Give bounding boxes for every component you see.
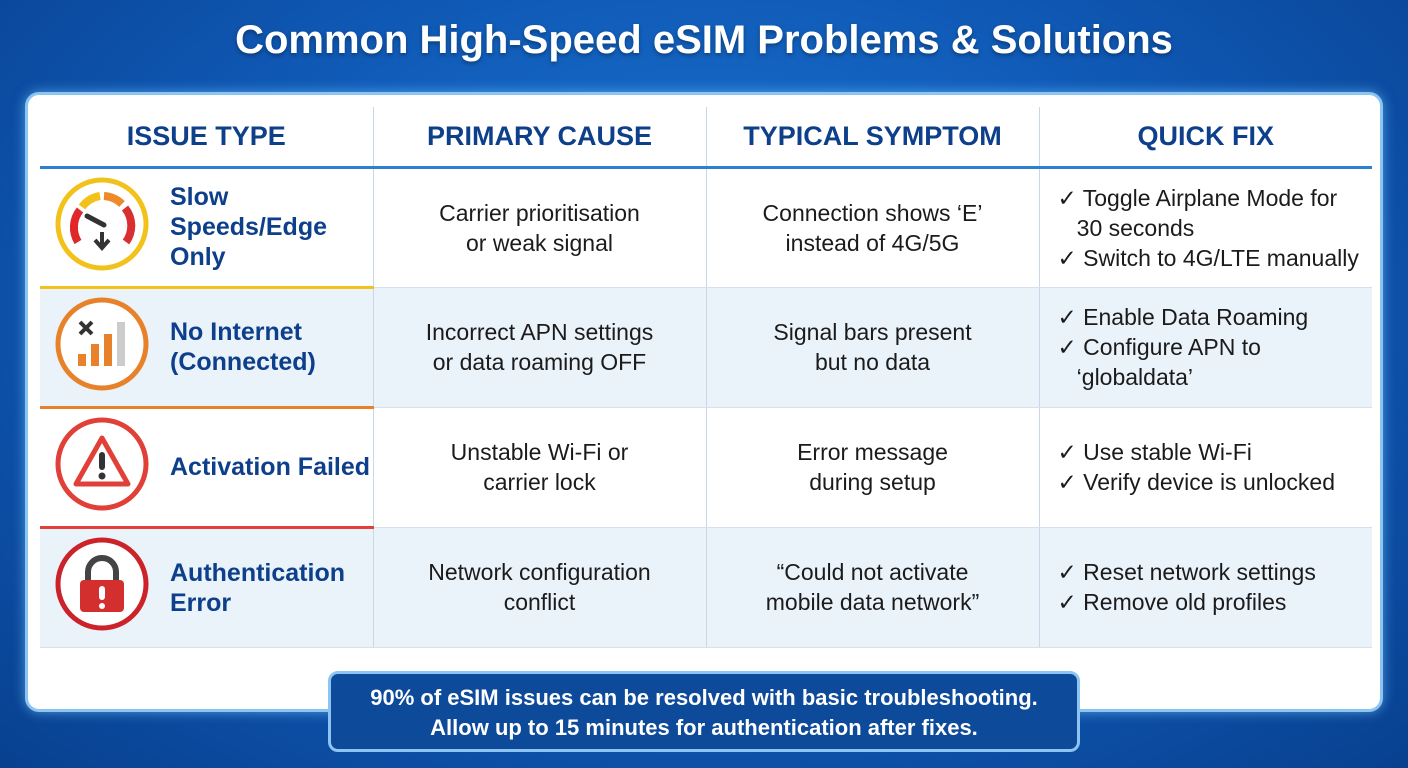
cause-line: Incorrect APN settings [425, 319, 654, 345]
problems-table-card: ISSUE TYPE PRIMARY CAUSE TYPICAL SYMPTOM… [25, 92, 1383, 712]
page-title: Common High-Speed eSIM Problems & Soluti… [235, 18, 1173, 62]
footer-note: 90% of eSIM issues can be resolved with … [328, 671, 1080, 752]
cause-line: or weak signal [465, 229, 614, 256]
fix-line: ✓ Reset network settings [1057, 559, 1316, 585]
fix-line: ✓ Configure APN to [1057, 334, 1261, 360]
cause-cell: Network configuration conflict [372, 527, 706, 648]
cause-line: Unstable Wi-Fi or [450, 439, 629, 465]
fix-line: 30 seconds [1057, 214, 1195, 241]
cause-line: Network configuration [428, 559, 651, 585]
cause-line: carrier lock [483, 469, 596, 495]
footer-line: 90% of eSIM issues can be resolved with … [370, 685, 1038, 710]
cause-line: conflict [503, 589, 576, 615]
issue-name: Slow Speeds/Edge Only [170, 183, 327, 271]
lock-icon [54, 536, 150, 639]
issue-cell: Slow Speeds/Edge Only [40, 167, 373, 289]
symptom-cell: Connection shows ‘E’ instead of 4G/5G [705, 167, 1039, 288]
header-quick-fix: QUICK FIX [1038, 107, 1372, 169]
symptom-line: Signal bars present [773, 319, 972, 345]
cause-cell: Carrier prioritisation or weak signal [372, 167, 706, 288]
fix-line: ✓ Toggle Airplane Mode for [1057, 184, 1338, 211]
symptom-cell: “Could not activate mobile data network” [705, 527, 1039, 648]
cause-line: Carrier prioritisation [439, 199, 640, 226]
symptom-cell: Signal bars present but no data [705, 287, 1039, 408]
no-signal-icon [54, 296, 150, 399]
cause-cell: Incorrect APN settings or data roaming OF… [372, 287, 706, 408]
fix-line: ✓ Remove old profiles [1057, 589, 1287, 615]
symptom-cell: Error message during setup [705, 407, 1039, 528]
table-row: Activation Failed Unstable Wi-Fi or carri… [40, 407, 1372, 529]
warning-icon [54, 416, 150, 519]
header-issue-type: ISSUE TYPE [40, 107, 373, 169]
issue-cell: Authentication Error [40, 527, 373, 648]
fix-cell: ✓ Use stable Wi-Fi ✓ Verify device is unl… [1038, 407, 1372, 528]
symptom-line: Connection shows ‘E’ [762, 199, 983, 226]
issue-cell: Activation Failed [40, 407, 373, 529]
fix-cell: ✓ Enable Data Roaming ✓ Configure APN to … [1038, 287, 1372, 408]
fix-line: ✓ Enable Data Roaming [1057, 304, 1309, 330]
symptom-line: Error message [797, 439, 948, 465]
header-typical-symptom: TYPICAL SYMPTOM [705, 107, 1039, 169]
table-row: Slow Speeds/Edge Only Carrier prioritisa… [40, 167, 1372, 289]
symptom-line: instead of 4G/5G [785, 229, 960, 256]
fix-line: ✓ Use stable Wi-Fi [1057, 439, 1252, 465]
footer-line: Allow up to 15 minutes for authenticatio… [430, 715, 978, 740]
table-row: No Internet (Connected) Incorrect APN se… [40, 287, 1372, 409]
fix-cell: ✓ Reset network settings ✓ Remove old pro… [1038, 527, 1372, 648]
speedometer-icon [54, 176, 150, 279]
symptom-line: but no data [814, 349, 931, 375]
fix-line: ✓ Verify device is unlocked [1057, 469, 1336, 495]
symptom-line: “Could not activate [776, 559, 969, 585]
fix-line: ‘globaldata’ [1057, 364, 1194, 390]
symptom-line: during setup [809, 469, 936, 495]
fix-cell: ✓ Toggle Airplane Mode for 30 seconds ✓ S… [1038, 167, 1372, 288]
symptom-line: mobile data network” [765, 589, 980, 615]
cause-cell: Unstable Wi-Fi or carrier lock [372, 407, 706, 528]
table-row: Authentication Error Network configurati… [40, 527, 1372, 648]
issue-name: No Internet (Connected) [170, 318, 316, 376]
issue-name: Authentication Error [170, 558, 345, 617]
fix-line: ✓ Switch to 4G/LTE manually [1057, 244, 1359, 271]
issue-cell: No Internet (Connected) [40, 287, 373, 409]
issue-name: Activation Failed [170, 453, 371, 481]
cause-line: or data roaming OFF [432, 349, 647, 375]
problems-table: ISSUE TYPE PRIMARY CAUSE TYPICAL SYMPTOM… [40, 107, 1372, 648]
header-primary-cause: PRIMARY CAUSE [372, 107, 706, 169]
